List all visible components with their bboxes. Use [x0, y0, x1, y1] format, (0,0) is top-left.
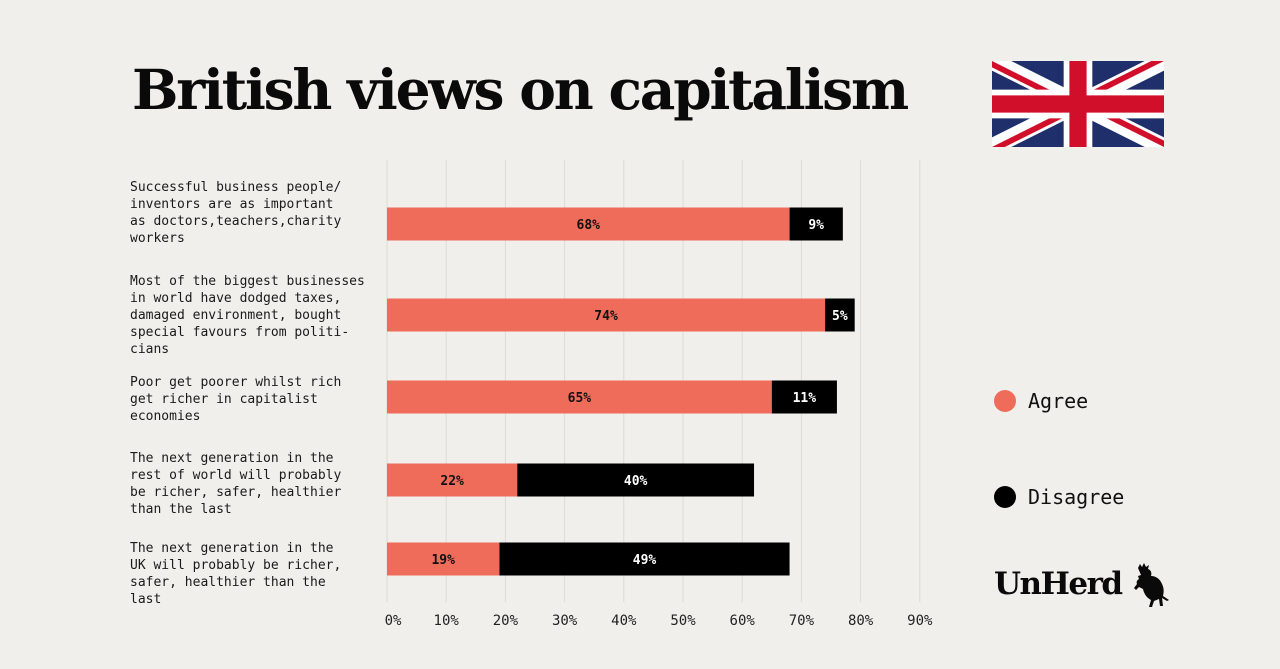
flag-cross-red — [992, 61, 1164, 147]
x-tick-label: 80% — [848, 613, 874, 629]
data-label-agree: 74% — [594, 309, 618, 324]
rearing-cow-icon — [1133, 563, 1169, 607]
data-label-agree: 68% — [577, 218, 601, 233]
data-label-agree: 65% — [568, 391, 592, 406]
x-tick-label: 30% — [552, 613, 578, 629]
data-label-disagree: 9% — [808, 218, 824, 233]
disagree-dot-icon — [994, 486, 1016, 508]
data-label-disagree: 5% — [832, 309, 848, 324]
x-tick-label: 40% — [611, 613, 637, 629]
data-label-disagree: 49% — [633, 553, 657, 568]
bar-agree — [387, 542, 500, 576]
x-tick-label: 50% — [670, 613, 696, 629]
data-label-agree: 22% — [440, 474, 464, 489]
x-tick-label: 60% — [730, 613, 756, 629]
x-tick-label: 90% — [907, 613, 933, 629]
x-tick-label: 0% — [385, 613, 402, 629]
bar-disagree — [825, 298, 855, 332]
category-label: Poor get poorer whilst rich get richer i… — [130, 375, 342, 424]
legend-label-disagree: Disagree — [1028, 485, 1125, 509]
data-label-disagree: 40% — [624, 474, 648, 489]
bar-agree — [387, 463, 518, 497]
bar-disagree — [771, 380, 837, 414]
legend-item-disagree: Disagree — [994, 485, 1124, 509]
bar-disagree — [517, 463, 755, 497]
category-label: The next generation in the UK will proba… — [130, 541, 342, 607]
category-label: The next generation in the rest of world… — [130, 451, 342, 517]
chart-title: British views on capitalism — [132, 57, 909, 122]
x-tick-label: 20% — [493, 613, 519, 629]
x-tick-label: 10% — [434, 613, 460, 629]
bar-disagree — [789, 207, 843, 241]
uk-flag-icon — [992, 61, 1164, 147]
logo-text: UnHerd — [994, 566, 1123, 602]
bar-agree — [387, 380, 772, 414]
bar-agree — [387, 207, 790, 241]
category-label: Successful business people/ inventors ar… — [130, 180, 342, 246]
unherd-logo: UnHerd — [994, 558, 1172, 610]
category-label: Most of the biggest businesses in world … — [130, 274, 365, 357]
data-label-disagree: 11% — [793, 391, 817, 406]
x-tick-label: 70% — [789, 613, 815, 629]
bar-agree — [387, 298, 826, 332]
legend-item-agree: Agree — [994, 389, 1088, 413]
data-label-agree: 19% — [431, 553, 455, 568]
agree-dot-icon — [994, 390, 1016, 412]
bar-disagree — [499, 542, 790, 576]
legend-label-agree: Agree — [1028, 389, 1089, 413]
